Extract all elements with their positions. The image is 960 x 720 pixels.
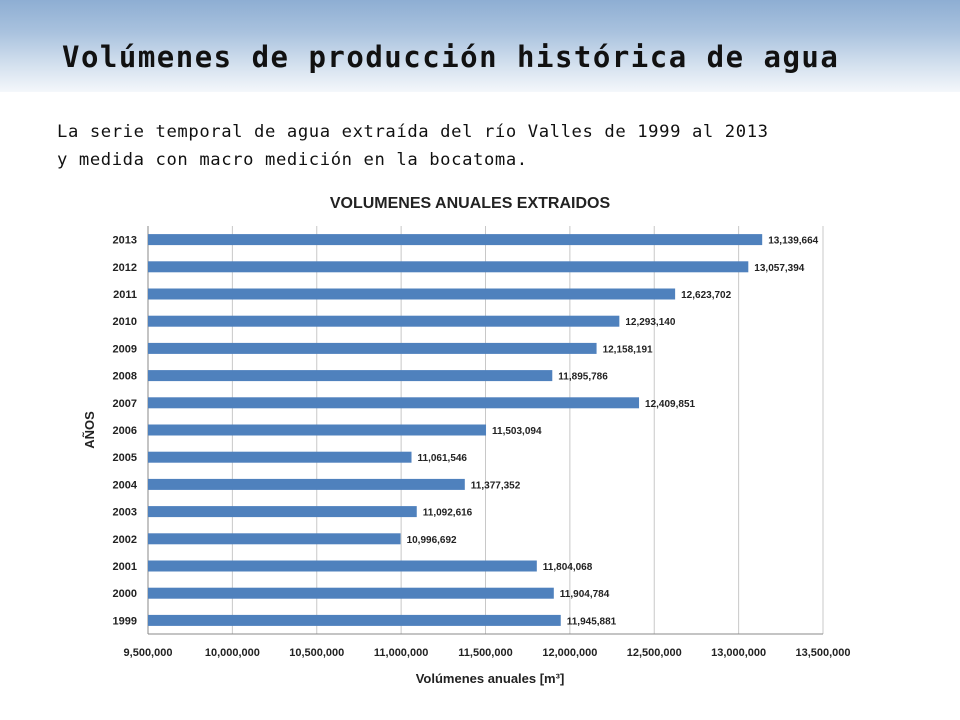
data-label: 11,804,068 xyxy=(543,562,593,573)
y-axis-ticks: 2013 2012 2011 2010 2009 2008 2007 2006 2005 2004… xyxy=(113,235,138,628)
bar xyxy=(148,614,561,626)
y-axis-title: AÑOS xyxy=(82,411,97,449)
bar xyxy=(148,533,401,545)
x-tick-label: 10,500,000 xyxy=(289,647,344,659)
x-tick-label: 9,500,000 xyxy=(124,647,173,659)
y-tick-label: 2007 xyxy=(113,398,137,410)
subtitle-line-2: y medida con macro medición en la bocato… xyxy=(57,150,528,170)
data-label: 12,623,702 xyxy=(681,290,731,301)
data-label: 13,139,664 xyxy=(768,236,818,247)
y-tick-label: 2002 xyxy=(113,534,137,546)
chart-title: VOLUMENES ANUALES EXTRAIDOS xyxy=(330,195,611,212)
y-tick-label: 1999 xyxy=(113,615,137,627)
bar xyxy=(148,342,597,354)
slide-header-band xyxy=(0,0,960,92)
y-tick-label: 2001 xyxy=(113,561,137,573)
data-label: 10,996,692 xyxy=(407,535,457,546)
y-tick-label: 2010 xyxy=(113,316,137,328)
x-axis-title: Volúmenes anuales [m³] xyxy=(416,671,565,686)
y-tick-label: 2005 xyxy=(113,452,137,464)
x-tick-label: 12,000,000 xyxy=(542,647,597,659)
bar xyxy=(148,288,676,300)
bar xyxy=(148,315,620,327)
data-label: 12,158,191 xyxy=(603,344,653,355)
data-label: 12,293,140 xyxy=(625,317,675,328)
data-label: 11,377,352 xyxy=(471,480,521,491)
data-label: 11,061,546 xyxy=(418,453,468,464)
bar xyxy=(148,370,553,382)
data-labels: 13,139,664 13,057,394 12,623,702 12,293,140… xyxy=(407,236,819,628)
bar xyxy=(148,261,749,273)
y-tick-label: 2004 xyxy=(113,479,138,491)
y-tick-label: 2003 xyxy=(113,507,137,519)
data-label: 11,092,616 xyxy=(423,508,473,519)
data-label: 12,409,851 xyxy=(645,399,695,410)
bars xyxy=(148,234,763,626)
y-tick-label: 2008 xyxy=(113,371,137,383)
bar xyxy=(148,506,417,518)
y-tick-label: 2009 xyxy=(113,343,137,355)
subtitle-line-1: La serie temporal de agua extraída del r… xyxy=(57,122,769,142)
x-tick-label: 13,000,000 xyxy=(711,647,766,659)
y-tick-label: 2012 xyxy=(113,262,137,274)
bar xyxy=(148,587,554,599)
bar xyxy=(148,451,412,463)
x-tick-label: 11,000,000 xyxy=(374,647,428,659)
data-label: 11,945,881 xyxy=(567,616,617,627)
x-tick-label: 11,500,000 xyxy=(458,647,512,659)
bar xyxy=(148,478,465,490)
data-label: 11,904,784 xyxy=(560,589,610,600)
data-label: 11,503,094 xyxy=(492,426,542,437)
y-tick-label: 2000 xyxy=(113,588,137,600)
bar xyxy=(148,234,763,246)
y-tick-label: 2006 xyxy=(113,425,137,437)
slide-subtitle: La serie temporal de agua extraída del r… xyxy=(57,118,937,174)
bar xyxy=(148,424,487,436)
y-tick-label: 2013 xyxy=(113,235,137,247)
data-label: 13,057,394 xyxy=(754,263,804,274)
x-tick-label: 12,500,000 xyxy=(627,647,682,659)
y-tick-label: 2011 xyxy=(113,289,137,301)
bar xyxy=(148,560,537,572)
x-tick-label: 13,500,000 xyxy=(795,647,850,659)
x-tick-label: 10,000,000 xyxy=(205,647,260,659)
data-label: 11,895,786 xyxy=(558,372,608,383)
x-axis-ticks: 9,500,000 10,000,000 10,500,000 11,000,000 1… xyxy=(124,647,851,659)
slide-title: Volúmenes de producción histórica de agu… xyxy=(62,40,840,74)
bar xyxy=(148,397,640,409)
